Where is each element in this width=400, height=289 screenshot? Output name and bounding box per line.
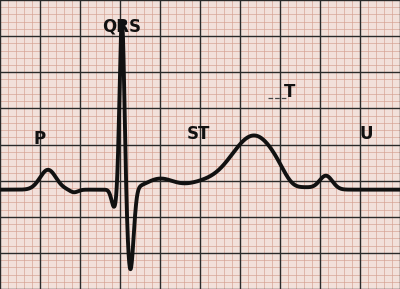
Text: QRS: QRS — [102, 17, 142, 35]
Text: ST: ST — [186, 125, 210, 143]
Text: U: U — [359, 125, 373, 143]
Text: T: T — [284, 84, 296, 101]
Text: P: P — [34, 130, 46, 148]
